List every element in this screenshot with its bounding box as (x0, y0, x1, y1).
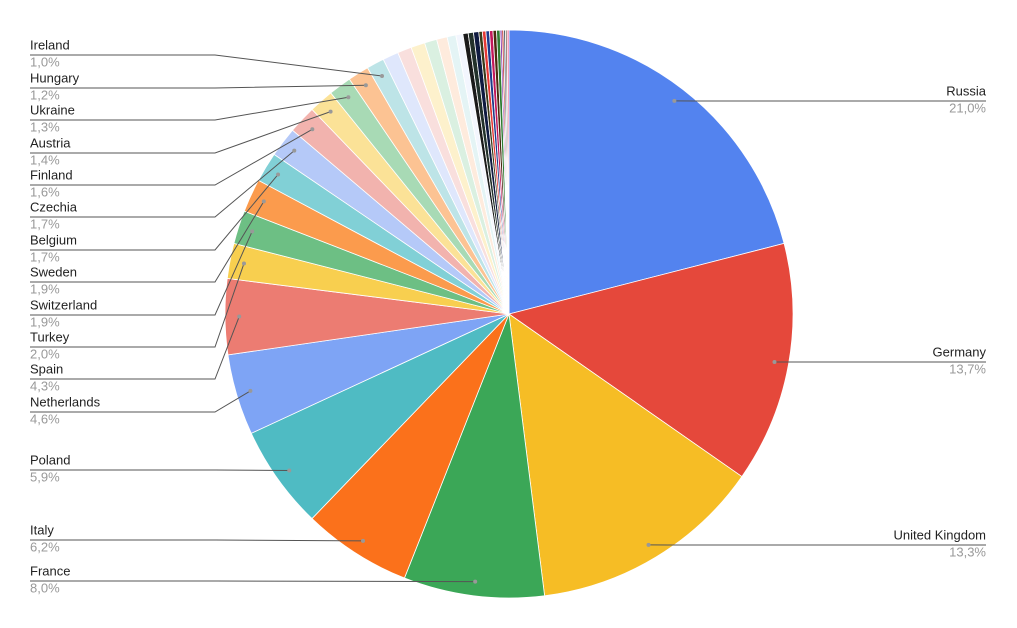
leader-line (30, 231, 253, 316)
slice-label: Netherlands (30, 394, 101, 409)
leader-dot (287, 468, 292, 473)
slice-value-label: 8,0% (30, 580, 60, 595)
leader-dot (248, 388, 253, 393)
leader-line (30, 111, 331, 154)
slice-label: Sweden (30, 264, 77, 279)
slice-label: Belgium (30, 232, 77, 247)
slice-label: Ireland (30, 37, 70, 52)
leader-dot (380, 73, 385, 78)
slice-label: United Kingdom (894, 527, 987, 542)
leader-line (30, 128, 313, 186)
slice-value-label: 1,2% (30, 87, 60, 102)
leader-dot (241, 261, 246, 266)
leader-dot (310, 127, 315, 132)
leader-line (30, 469, 290, 472)
leader-dot (346, 95, 351, 100)
leader-dot (672, 98, 677, 103)
slice-label: Switzerland (30, 297, 97, 312)
pie-slice (508, 29, 785, 315)
leader-line (30, 390, 251, 413)
leader-dot (292, 148, 297, 153)
leader-line (30, 539, 364, 542)
slice-label: Germany (933, 344, 987, 359)
slice-value-label: 1,4% (30, 152, 60, 167)
leader-line (30, 174, 279, 251)
slice-value-label: 1,9% (30, 314, 60, 329)
slice-label: Poland (30, 452, 70, 467)
slice-value-label: 1,0% (30, 54, 60, 69)
slice-label: Turkey (30, 329, 70, 344)
leader-dot (473, 579, 478, 584)
slice-label: France (30, 563, 70, 578)
pie-slice (506, 29, 510, 315)
slice-label: Hungary (30, 70, 80, 85)
slice-value-label: 2,0% (30, 346, 60, 361)
slice-label: Spain (30, 361, 63, 376)
leader-dot (276, 172, 281, 177)
slice-value-label: 4,3% (30, 378, 60, 393)
leader-dot (772, 360, 777, 365)
leader-line (30, 150, 295, 218)
leader-line (30, 580, 476, 583)
leader-dot (261, 199, 266, 204)
leader-dot (361, 538, 366, 543)
pie-slice (508, 313, 743, 597)
pie-slice (403, 313, 546, 599)
leader-dot (363, 83, 368, 88)
slice-value-label: 13,3% (949, 544, 986, 559)
slice-label: Finland (30, 167, 73, 182)
slice-label: Russia (946, 83, 987, 98)
slice-label: Ukraine (30, 102, 75, 117)
slice-value-label: 1,9% (30, 281, 60, 296)
leader-dot (328, 109, 333, 114)
slice-label: Czechia (30, 199, 78, 214)
pie-slice (508, 242, 794, 478)
slice-value-label: 13,7% (949, 361, 986, 376)
slice-value-label: 1,7% (30, 249, 60, 264)
slice-value-label: 1,7% (30, 216, 60, 231)
leader-line (30, 263, 245, 348)
slice-value-label: 5,9% (30, 469, 60, 484)
slice-value-label: 1,6% (30, 184, 60, 199)
slice-value-label: 6,2% (30, 539, 60, 554)
leader-line (30, 84, 366, 89)
leader-line (30, 201, 265, 283)
leader-dot (250, 229, 255, 234)
leader-dot (237, 314, 242, 319)
leader-line (30, 96, 349, 121)
slice-value-label: 1,3% (30, 119, 60, 134)
leader-line (30, 316, 240, 380)
slice-value-label: 21,0% (949, 100, 986, 115)
slice-label: Austria (30, 135, 71, 150)
slice-value-label: 4,6% (30, 411, 60, 426)
leader-dot (646, 542, 651, 547)
slice-label: Italy (30, 522, 54, 537)
leader-line (30, 54, 383, 77)
